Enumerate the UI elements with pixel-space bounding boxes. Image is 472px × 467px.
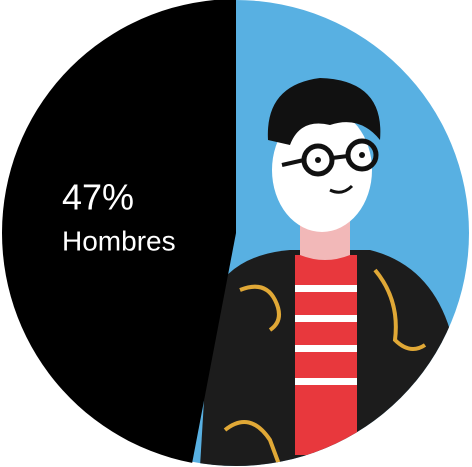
slice-category-label: Hombres (62, 225, 176, 256)
pie-slice (2, 0, 236, 463)
pie (2, 0, 236, 463)
slice-value-label: 47% (62, 177, 134, 218)
